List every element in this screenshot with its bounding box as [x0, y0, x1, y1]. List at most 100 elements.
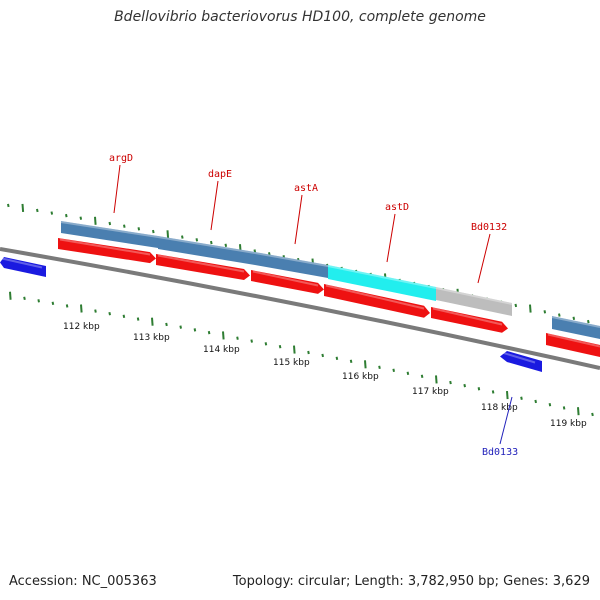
kbp-tick-label: 112 kbp [63, 322, 100, 332]
outer-tick [108, 221, 112, 226]
inner-tick [548, 402, 552, 407]
inner-tick [94, 309, 97, 313]
inner-tick [264, 342, 268, 346]
inner-tick [293, 345, 296, 354]
kbp-tick-label: 115 kbp [273, 358, 310, 368]
kbp-tick-label: 119 kbp [550, 419, 587, 429]
gene-label-Bd0132: Bd0132 [471, 222, 507, 233]
gene-arrow-dapE [156, 254, 250, 280]
feature-bar-astD-highlight [327, 265, 437, 289]
inner-tick [108, 312, 111, 316]
outer-tick [195, 238, 199, 242]
kbp-tick-label: 118 kbp [481, 403, 518, 413]
gene-label-Bd0133: Bd0133 [482, 447, 518, 458]
outer-tick [514, 303, 518, 308]
kbp-tick-label: 117 kbp [412, 387, 449, 397]
inner-tick [406, 371, 410, 376]
outer-tick [21, 203, 25, 212]
outer-tick [137, 227, 141, 231]
feature-bar-dapE [158, 236, 255, 265]
gene-arrow-astD [324, 284, 430, 318]
outer-tick [152, 229, 155, 234]
gene-label-argD: argD [109, 153, 133, 164]
outer-tick [36, 208, 39, 213]
gene-label-leader [386, 213, 396, 263]
inner-tick [435, 375, 438, 384]
inner-tick [250, 339, 253, 343]
gene-track [0, 238, 600, 372]
inner-tick [222, 331, 225, 340]
inner-tick [520, 396, 523, 400]
inner-tick [335, 356, 339, 361]
feature-bar-astA-highlight [254, 252, 329, 267]
gene-label-astA: astA [294, 183, 318, 194]
gene-arrow-Bd0133-highlight [501, 351, 536, 364]
outer-tick [7, 203, 10, 208]
gene-arrow-next [546, 333, 600, 357]
inner-tick [307, 350, 310, 355]
outer-tick [94, 216, 97, 225]
outer-tick [224, 243, 228, 248]
outer-tick [543, 310, 547, 314]
inner-tick [349, 359, 353, 363]
gene-arrow-next-highlight [547, 333, 600, 348]
genome-backbone [0, 247, 600, 370]
inner-tick [420, 374, 424, 379]
outer-tick [50, 211, 54, 215]
inner-tick [51, 301, 55, 306]
inner-tick-track [9, 291, 594, 417]
feature-bar-astD [328, 265, 436, 301]
accession-text: Accession: NC_005363 [9, 574, 157, 589]
map-title: Bdellovibrio bacteriovorus HD100, comple… [114, 9, 486, 25]
inner-tick [65, 304, 69, 308]
inner-tick [179, 325, 182, 329]
gene-arrow-argD [58, 238, 156, 264]
inner-tick [236, 336, 239, 340]
gene-arrow-astD-highlight [325, 284, 425, 310]
feature-bar-next [552, 316, 600, 339]
feature-bar-next-highlight [551, 316, 600, 328]
gene-arrow-prev [0, 257, 46, 277]
inner-tick [392, 368, 395, 372]
gene-arrow-Bd0132 [431, 307, 508, 333]
inner-tick [193, 328, 197, 332]
genome-summary-text: Topology: circular; Length: 3,782,950 bp… [232, 574, 590, 589]
outer-tick [587, 319, 590, 324]
inner-tick [591, 412, 594, 417]
inner-tick [534, 399, 537, 404]
feature-bar-argD [61, 221, 158, 248]
feature-bar-dapE-highlight [157, 236, 256, 254]
gene-arrow-astA [251, 270, 324, 294]
inner-tick [449, 380, 452, 385]
gene-label-leader [210, 180, 219, 231]
feature-bar-argD-highlight [60, 221, 159, 238]
feature-bar-Bd0132-highlight [435, 287, 513, 305]
inner-tick [80, 304, 83, 313]
inner-tick [491, 390, 495, 394]
feature-bar-Bd0132 [436, 287, 512, 316]
gene-arrow-argD-highlight [59, 238, 151, 256]
outer-tick [123, 224, 126, 228]
gene-arrow-astA-highlight [252, 270, 319, 287]
gene-label-leader [113, 164, 121, 214]
outer-tick [181, 235, 184, 239]
gene-label-leader [499, 396, 513, 445]
feature-track [60, 221, 600, 339]
gene-label-leader [477, 233, 491, 284]
kbp-tick-label: 113 kbp [133, 333, 170, 343]
inner-tick [463, 383, 466, 388]
outer-tick [529, 304, 532, 313]
feature-bar-astA [255, 252, 328, 278]
inner-tick [151, 317, 154, 326]
gene-arrow-Bd0133 [500, 351, 542, 372]
inner-tick [364, 360, 367, 369]
gene-arrow-Bd0132-highlight [432, 307, 503, 326]
kbp-tick-label: 116 kbp [342, 372, 379, 382]
inner-tick [506, 390, 509, 400]
inner-tick [37, 299, 40, 303]
inner-tick [122, 314, 126, 319]
inner-tick [23, 296, 26, 300]
outer-tick [79, 216, 83, 220]
outer-tick [166, 230, 170, 239]
